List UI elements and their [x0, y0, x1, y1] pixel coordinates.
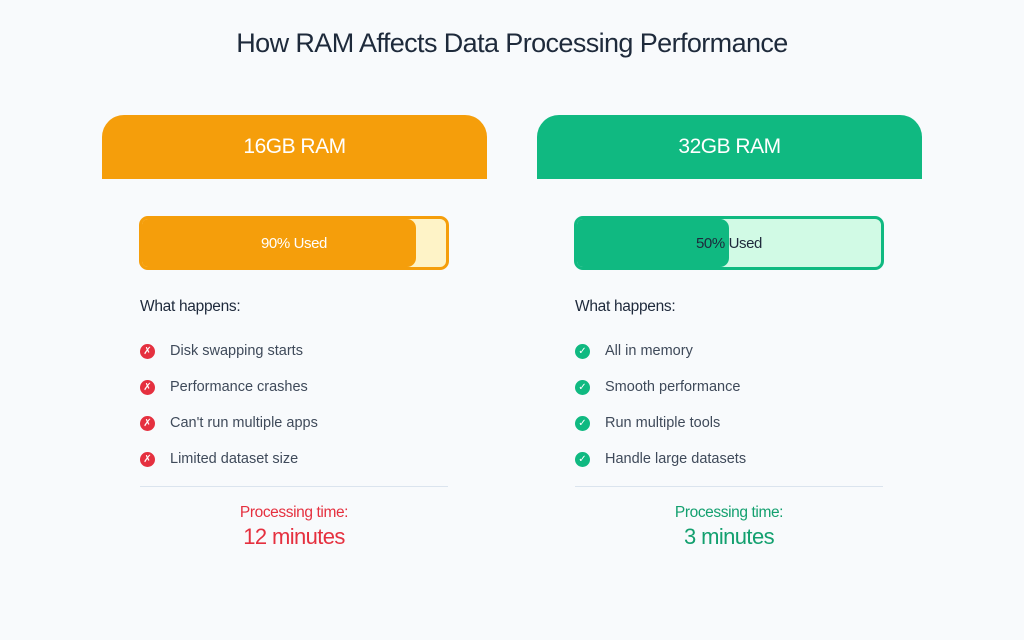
ram-usage-fill [577, 219, 729, 267]
card-32gb: 32GB RAM 50% Used What happens: ✓ All in… [537, 115, 922, 549]
divider [140, 486, 448, 487]
ram-usage-label: 90% Used [260, 234, 327, 252]
what-happens-heading: What happens: [140, 298, 241, 315]
processing-time: Processing time: 3 minutes [575, 504, 883, 550]
list-item: ✓ Handle large datasets [575, 441, 746, 477]
x-circle-icon: ✗ [140, 379, 155, 395]
list-item: ✓ Smooth performance [575, 369, 746, 405]
processing-time: Processing time: 12 minutes [140, 504, 448, 550]
list-item-label: Handle large datasets [605, 451, 747, 467]
list-item-label: Run multiple tools [605, 415, 721, 431]
check-circle-icon: ✓ [575, 379, 590, 395]
ram-usage-label: 50% Used [695, 234, 762, 252]
processing-time-value: 12 minutes [243, 524, 345, 549]
processing-time-label: Processing time: [239, 504, 349, 521]
card-header: 32GB RAM [537, 115, 922, 179]
list-item: ✗ Limited dataset size [140, 441, 318, 477]
list-item-label: Disk swapping starts [170, 343, 303, 359]
ram-usage-bar: 90% Used [139, 216, 449, 270]
page-title: How RAM Affects Data Processing Performa… [236, 28, 788, 58]
check-circle-icon: ✓ [575, 343, 590, 359]
x-circle-icon: ✗ [140, 415, 155, 431]
list-item: ✓ Run multiple tools [575, 405, 746, 441]
list-item: ✗ Performance crashes [140, 369, 318, 405]
list-item: ✗ Can't run multiple apps [140, 405, 318, 441]
list-item-label: Limited dataset size [170, 451, 299, 467]
list-item-label: Performance crashes [170, 379, 308, 395]
card-16gb: 16GB RAM 90% Used What happens: ✗ Disk s… [102, 115, 487, 549]
ram-usage-fill [142, 219, 416, 267]
check-circle-icon: ✓ [575, 451, 590, 467]
card-header: 16GB RAM [102, 115, 487, 179]
ram-usage-bar: 50% Used [574, 216, 884, 270]
x-circle-icon: ✗ [140, 343, 155, 359]
what-happens-heading: What happens: [575, 298, 676, 315]
divider [575, 486, 883, 487]
processing-time-label: Processing time: [674, 504, 784, 521]
list-item-label: Can't run multiple apps [170, 415, 318, 431]
processing-time-value: 3 minutes [684, 524, 775, 549]
outcomes-list: ✓ All in memory ✓ Smooth performance ✓ R… [575, 333, 746, 477]
list-item-label: All in memory [605, 343, 693, 359]
check-circle-icon: ✓ [575, 415, 590, 431]
list-item-label: Smooth performance [605, 379, 741, 395]
list-item: ✗ Disk swapping starts [140, 333, 318, 369]
list-item: ✓ All in memory [575, 333, 746, 369]
x-circle-icon: ✗ [140, 451, 155, 467]
outcomes-list: ✗ Disk swapping starts ✗ Performance cra… [140, 333, 318, 477]
